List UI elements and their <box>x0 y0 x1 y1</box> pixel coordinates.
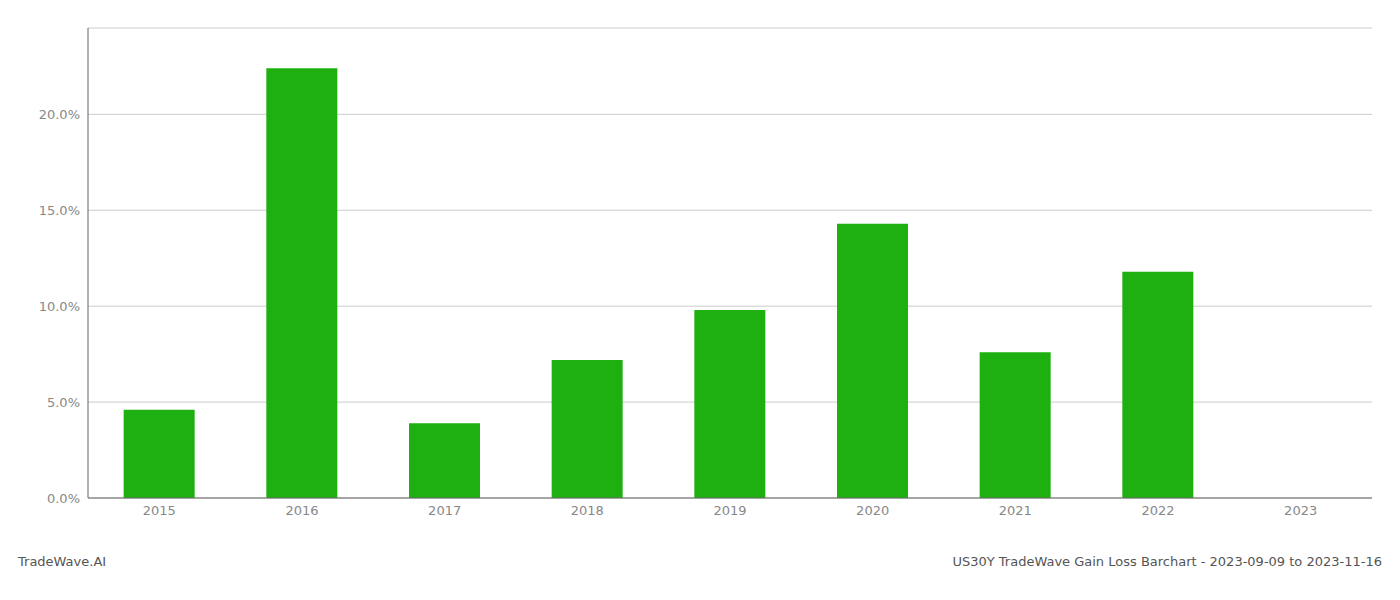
svg-text:2018: 2018 <box>571 503 604 518</box>
svg-text:2019: 2019 <box>713 503 746 518</box>
svg-text:5.0%: 5.0% <box>47 395 80 410</box>
svg-text:2017: 2017 <box>428 503 461 518</box>
svg-text:2022: 2022 <box>1141 503 1174 518</box>
svg-text:10.0%: 10.0% <box>39 299 80 314</box>
svg-text:2015: 2015 <box>143 503 176 518</box>
svg-text:20.0%: 20.0% <box>39 107 80 122</box>
html-text:TradeWave.AI: TradeWave.AI <box>18 554 107 569</box>
svg-text:2020: 2020 <box>856 503 889 518</box>
svg-text:15.0%: 15.0% <box>39 203 80 218</box>
svg-text:2021: 2021 <box>999 503 1032 518</box>
html-text:US30Y TradeWave Gain Loss Barc: US30Y TradeWave Gain Loss Barchart - 202… <box>952 554 1382 569</box>
svg-text:2016: 2016 <box>285 503 318 518</box>
svg-text:0.0%: 0.0% <box>47 491 80 506</box>
svg-text:2023: 2023 <box>1284 503 1317 518</box>
